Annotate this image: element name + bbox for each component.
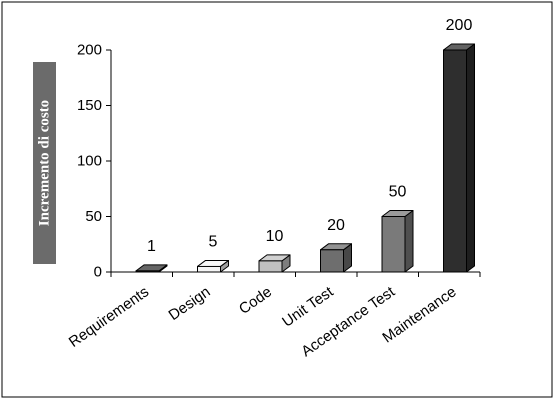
bar-side: [466, 43, 475, 273]
bar-front: [381, 216, 406, 273]
bar-value-label: 20: [327, 217, 345, 234]
bar-value-label: 200: [446, 17, 473, 34]
y-tick-label: 50: [85, 208, 102, 225]
bar-front: [443, 49, 467, 273]
bar-value-label: 1: [147, 238, 156, 255]
bar: [197, 259, 229, 273]
bar-value-label: 50: [389, 184, 407, 201]
bar-front: [197, 265, 221, 273]
bar: [135, 264, 168, 273]
y-tick-label: 0: [94, 264, 102, 281]
bar-value-label: 10: [266, 228, 284, 245]
bar: [381, 210, 414, 273]
y-tick-label: 150: [77, 97, 102, 114]
y-tick-label: 200: [77, 42, 102, 59]
bar-value-label: 5: [209, 233, 218, 250]
bar: [258, 254, 291, 273]
y-tick-label: 100: [77, 153, 102, 170]
bar-side: [404, 210, 414, 273]
bars-layer: 1 5 10 20 50 200: [135, 17, 475, 273]
bar-front: [320, 249, 344, 273]
bar: [443, 43, 475, 273]
bar-front: [258, 260, 283, 273]
y-axis-label-box: [33, 62, 56, 264]
y-axis-label: Incremento di costo: [33, 62, 56, 264]
bar: [320, 243, 352, 273]
y-axis-label-text: Incremento di costo: [37, 100, 53, 226]
